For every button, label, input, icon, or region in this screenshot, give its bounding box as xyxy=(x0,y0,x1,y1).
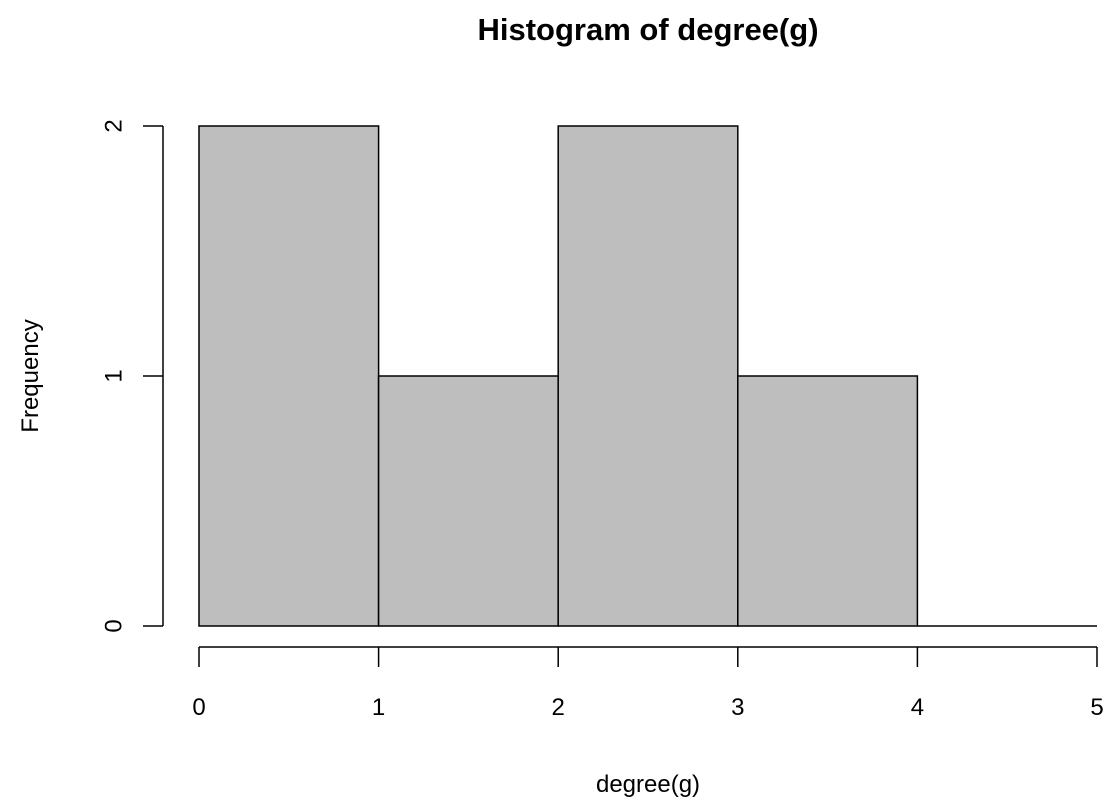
x-axis-title: degree(g) xyxy=(596,771,700,798)
bars-group xyxy=(198,125,1097,627)
histogram-bar xyxy=(737,375,919,627)
y-axis-title: Frequency xyxy=(17,319,44,432)
x-axis: 0 1 2 3 4 5 xyxy=(192,646,1104,721)
y-tick-label: 1 xyxy=(100,369,127,382)
x-tick-label: 5 xyxy=(1090,694,1103,721)
y-tick-label: 2 xyxy=(100,119,127,132)
x-tick-label: 2 xyxy=(552,694,565,721)
y-axis: 0 1 2 xyxy=(100,119,164,633)
y-tick-label: 0 xyxy=(100,619,127,632)
histogram-bar xyxy=(198,125,380,627)
histogram-bar xyxy=(377,375,559,627)
x-tick-label: 0 xyxy=(192,694,205,721)
x-tick-label: 4 xyxy=(911,694,924,721)
x-tick-label: 3 xyxy=(731,694,744,721)
chart-title: Histogram of degree(g) xyxy=(477,12,818,47)
histogram-bar xyxy=(557,125,739,627)
x-tick-label: 1 xyxy=(372,694,385,721)
